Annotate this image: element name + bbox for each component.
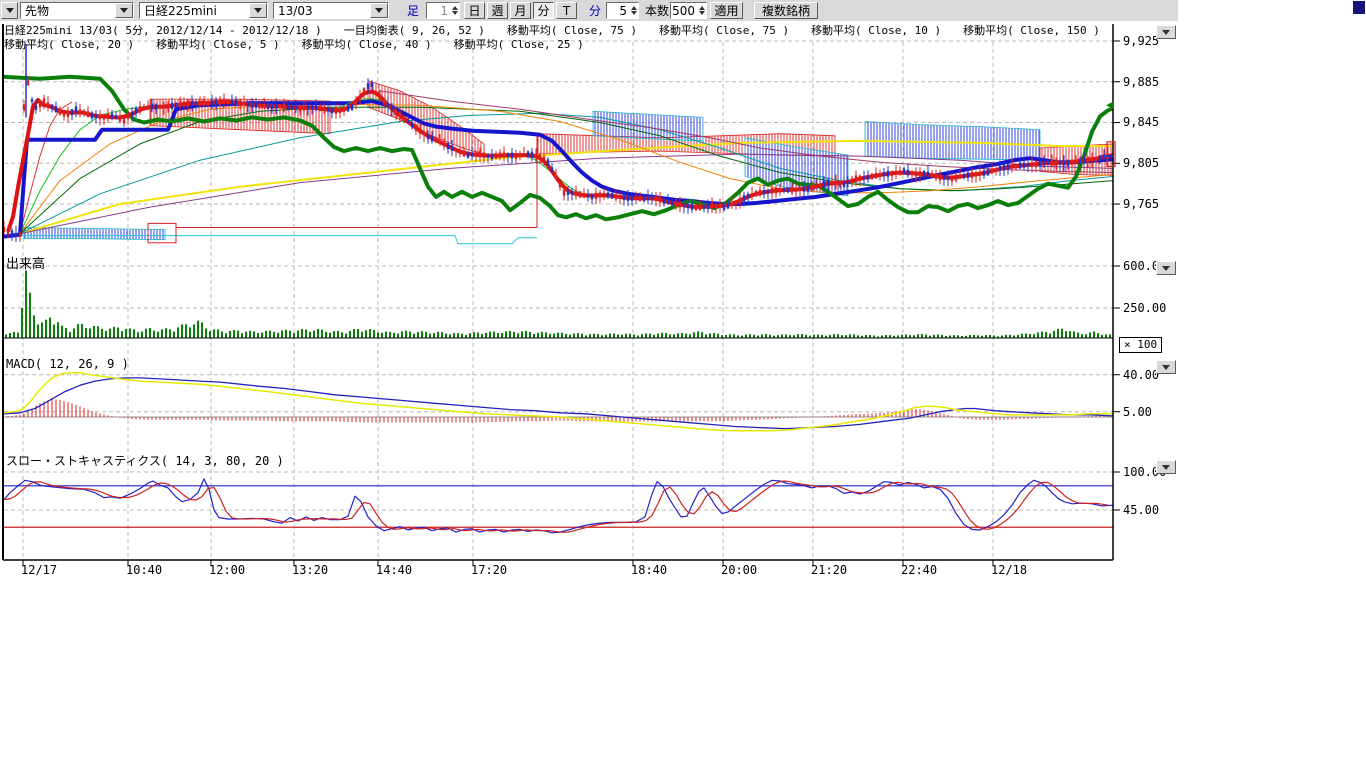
- stoch-pane-menu-button[interactable]: [1156, 460, 1176, 474]
- price-pane-menu-button[interactable]: [1156, 25, 1176, 39]
- period-week-button[interactable]: 週: [487, 2, 508, 19]
- stoch-pane-label: スロー・ストキャスティクス( 14, 3, 80, 20 ): [6, 452, 284, 469]
- period-minute-button[interactable]: 分: [533, 2, 554, 19]
- x-tick-label: 12:00: [209, 563, 245, 577]
- period-tick-button[interactable]: T: [556, 2, 577, 19]
- bar-interval-value: 1: [427, 4, 450, 18]
- ma150-label: 移動平均( Close, 150 ): [963, 22, 1100, 38]
- x-tick-label: 14:40: [376, 563, 412, 577]
- ma10-label: 移動平均( Close, 10 ): [811, 22, 941, 38]
- toolbar: 先物 日経225mini 13/03 足 1 日 週 月 分 T 分 5 本数 …: [0, 0, 1178, 21]
- volume-pane-label: 出来高: [6, 253, 45, 272]
- chevron-down-icon[interactable]: [115, 3, 133, 18]
- ma75b-label: 移動平均( Close, 75 ): [659, 22, 789, 38]
- spinner-arrows-icon[interactable]: [697, 6, 706, 15]
- minute-value: 5: [607, 4, 629, 18]
- chevron-down-icon: [6, 8, 14, 13]
- x-tick-label: 21:20: [811, 563, 847, 577]
- ma5-label: 移動平均( Close, 5 ): [156, 36, 279, 52]
- ma20-label: 移動平均( Close, 20 ): [4, 36, 134, 52]
- bar-count-value: 500: [671, 4, 697, 18]
- macd-tick-label: 40.00: [1123, 368, 1159, 382]
- chevron-down-icon[interactable]: [370, 3, 388, 18]
- multi-symbol-button[interactable]: 複数銘柄: [754, 2, 818, 19]
- x-tick-label: 17:20: [471, 563, 507, 577]
- bar-interval-stepper[interactable]: 1: [426, 2, 460, 19]
- x-tick-label: 18:40: [631, 563, 667, 577]
- chevron-down-icon: [1162, 266, 1170, 271]
- chevron-down-icon[interactable]: [249, 3, 267, 18]
- minute-label: 分: [589, 2, 601, 19]
- chevron-down-icon: [1162, 465, 1170, 470]
- x-tick-label: 22:40: [901, 563, 937, 577]
- chevron-down-icon: [1162, 30, 1170, 35]
- x-tick-label: 12/17: [21, 563, 57, 577]
- macd-tick-label: 5.00: [1123, 405, 1152, 419]
- period-month-button[interactable]: 月: [510, 2, 531, 19]
- x-tick-label: 12/18: [991, 563, 1027, 577]
- volume-tick-label: 250.00: [1123, 301, 1166, 315]
- instrument-type-value: 先物: [21, 3, 115, 18]
- ma25-label: 移動平均( Close, 25 ): [454, 36, 584, 52]
- price-tick-label: 9,805: [1123, 156, 1159, 170]
- x-tick-label: 20:00: [721, 563, 757, 577]
- x-tick-label: 10:40: [126, 563, 162, 577]
- volume-pane-menu-button[interactable]: [1156, 261, 1176, 275]
- instrument-select[interactable]: 日経225mini: [139, 2, 268, 19]
- chart-app-window: 先物 日経225mini 13/03 足 1 日 週 月 分 T 分 5 本数 …: [0, 0, 1366, 768]
- bar-count-stepper[interactable]: 500: [670, 2, 707, 19]
- spinner-arrows-icon[interactable]: [629, 6, 638, 15]
- contract-month-select[interactable]: 13/03: [273, 2, 389, 19]
- x-tick-label: 13:20: [292, 563, 328, 577]
- bar-type-label: 足: [407, 2, 419, 19]
- price-tick-label: 9,845: [1123, 115, 1159, 129]
- volume-multiplier-badge: × 100: [1119, 337, 1162, 353]
- contract-month-value: 13/03: [274, 3, 370, 18]
- price-tick-label: 9,765: [1123, 197, 1159, 211]
- minute-stepper[interactable]: 5: [606, 2, 639, 19]
- stoch-tick-label: 45.00: [1123, 503, 1159, 517]
- chevron-down-icon: [1162, 365, 1170, 370]
- corner-accent-box: [1353, 1, 1365, 14]
- corner-dropdown-button[interactable]: [1, 2, 18, 19]
- period-day-button[interactable]: 日: [464, 2, 485, 19]
- ma40-label: 移動平均( Close, 40 ): [302, 36, 432, 52]
- indicator-header-line2: 移動平均( Close, 20 ) 移動平均( Close, 5 ) 移動平均(…: [4, 36, 584, 52]
- price-tick-label: 9,925: [1123, 34, 1159, 48]
- instrument-type-select[interactable]: 先物: [20, 2, 134, 19]
- instrument-value: 日経225mini: [140, 3, 249, 18]
- price-tick-label: 9,885: [1123, 75, 1159, 89]
- chart-canvas[interactable]: [0, 0, 1366, 768]
- bar-count-label: 本数: [645, 2, 669, 19]
- spinner-arrows-icon[interactable]: [450, 6, 459, 15]
- macd-pane-menu-button[interactable]: [1156, 360, 1176, 374]
- macd-pane-label: MACD( 12, 26, 9 ): [6, 357, 129, 371]
- apply-button[interactable]: 適用: [710, 2, 743, 19]
